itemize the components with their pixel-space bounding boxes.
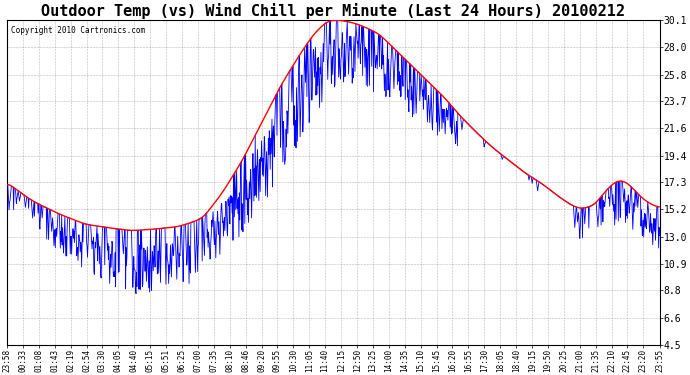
Title: Outdoor Temp (vs) Wind Chill per Minute (Last 24 Hours) 20100212: Outdoor Temp (vs) Wind Chill per Minute … [41,3,625,19]
Text: Copyright 2010 Cartronics.com: Copyright 2010 Cartronics.com [10,27,145,36]
